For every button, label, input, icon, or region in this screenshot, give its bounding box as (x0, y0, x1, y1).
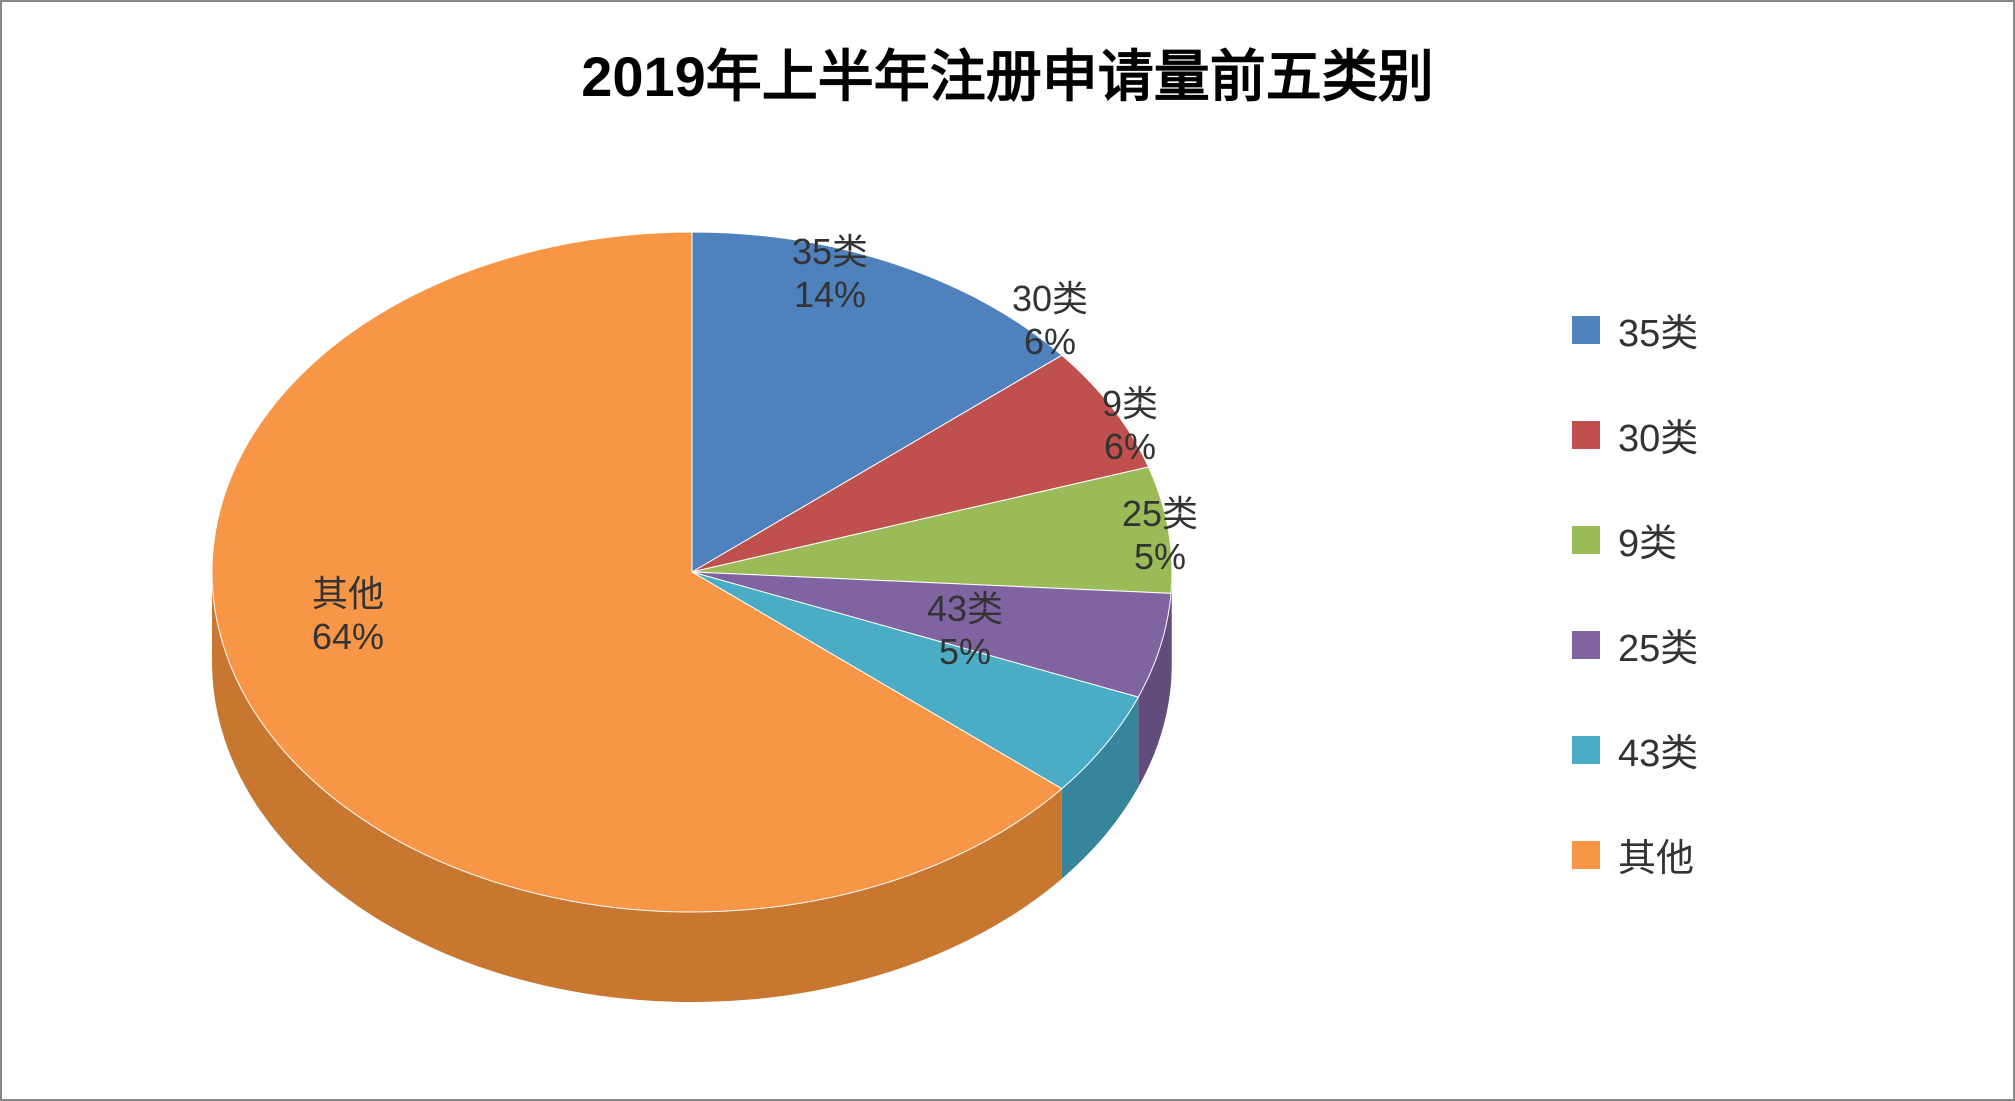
legend: 35类 30类 9类 25类 43类其他 (1572, 302, 1698, 882)
legend-label: 30类 (1618, 407, 1698, 462)
slice-label-name: 9类 (1102, 382, 1158, 425)
legend-label: 35类 (1618, 302, 1698, 357)
slice-label: 25类5% (1122, 492, 1198, 578)
slice-label: 35类14% (792, 230, 868, 316)
slice-label-percent: 5% (927, 630, 1003, 673)
slice-label-percent: 6% (1102, 425, 1158, 468)
slice-label-name: 30类 (1012, 277, 1088, 320)
legend-item: 35类 (1572, 302, 1698, 357)
slice-label-name: 25类 (1122, 492, 1198, 535)
legend-item: 9类 (1572, 512, 1698, 567)
legend-swatch (1572, 631, 1600, 659)
slice-label-name: 43类 (927, 587, 1003, 630)
legend-swatch (1572, 421, 1600, 449)
slice-label-percent: 14% (792, 273, 868, 316)
slice-label-name: 其他 (312, 572, 384, 615)
chart-container: 2019年上半年注册申请量前五类别 35类30类9类25类43类其他 35类14… (0, 0, 2015, 1101)
slice-label: 43类5% (927, 587, 1003, 673)
legend-swatch (1572, 316, 1600, 344)
legend-label: 其他 (1618, 827, 1694, 882)
slice-label: 9类6% (1102, 382, 1158, 468)
chart-title: 2019年上半年注册申请量前五类别 (2, 32, 2013, 113)
legend-label: 9类 (1618, 512, 1677, 567)
slice-label-percent: 5% (1122, 535, 1198, 578)
legend-item: 其他 (1572, 827, 1698, 882)
legend-item: 30类 (1572, 407, 1698, 462)
slice-label-percent: 6% (1012, 320, 1088, 363)
legend-item: 25类 (1572, 617, 1698, 672)
legend-swatch (1572, 841, 1600, 869)
legend-label: 43类 (1618, 722, 1698, 777)
legend-swatch (1572, 526, 1600, 554)
legend-swatch (1572, 736, 1600, 764)
legend-label: 25类 (1618, 617, 1698, 672)
slice-label-name: 35类 (792, 230, 868, 273)
slice-label: 30类6% (1012, 277, 1088, 363)
legend-item: 43类 (1572, 722, 1698, 777)
slice-label-percent: 64% (312, 615, 384, 658)
slice-label: 其他64% (312, 572, 384, 658)
